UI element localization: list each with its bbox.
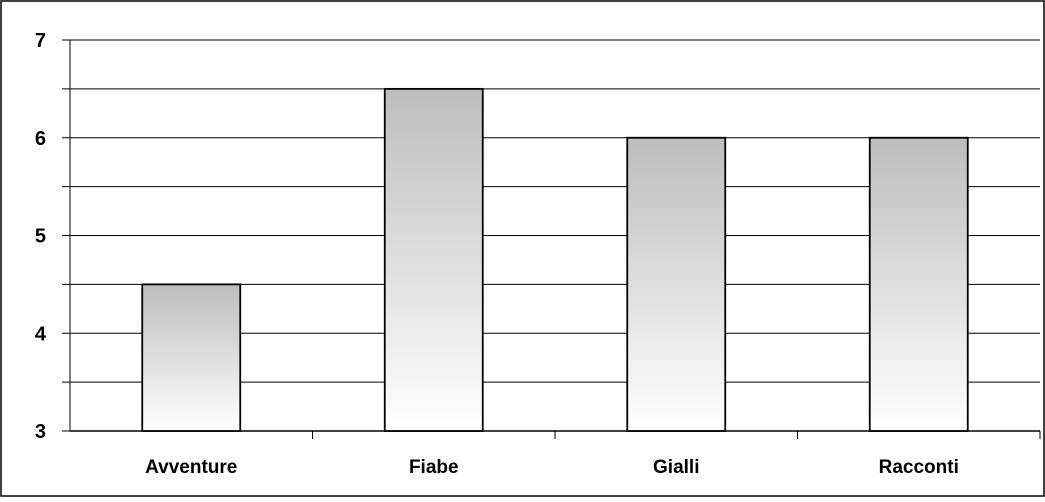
labels: 3 4 5 6 7 Avventure Fiabe Gialli Racconti [35, 30, 959, 478]
y-tick-label: 3 [35, 421, 46, 443]
bars [141, 87, 969, 432]
y-tick-label: 7 [35, 30, 46, 52]
y-tick-label: 4 [35, 323, 47, 345]
bar-gialli [626, 136, 727, 432]
bar-fiabe [383, 87, 484, 432]
y-tick-label: 5 [35, 226, 46, 248]
bar-avventure [141, 283, 242, 432]
y-tick-label: 6 [35, 128, 46, 150]
x-category-label: Avventure [145, 457, 237, 478]
x-category-label: Racconti [879, 457, 959, 478]
x-category-label: Fiabe [409, 457, 459, 478]
x-category-label: Gialli [653, 457, 699, 478]
bar-racconti [868, 136, 969, 432]
